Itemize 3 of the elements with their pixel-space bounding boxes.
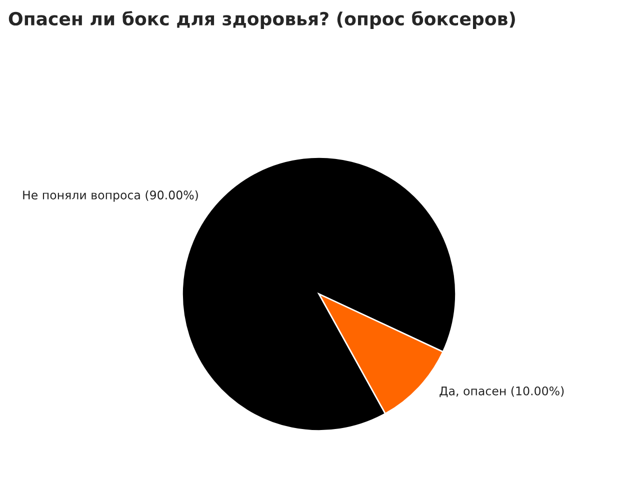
- chart-title: Опасен ли бокс для здоровья? (опрос боксеров): [8, 10, 515, 30]
- slice-label: Да, опасен (10.00%): [440, 386, 564, 398]
- slice-label: Не поняли вопроса (90.00%): [23, 190, 198, 202]
